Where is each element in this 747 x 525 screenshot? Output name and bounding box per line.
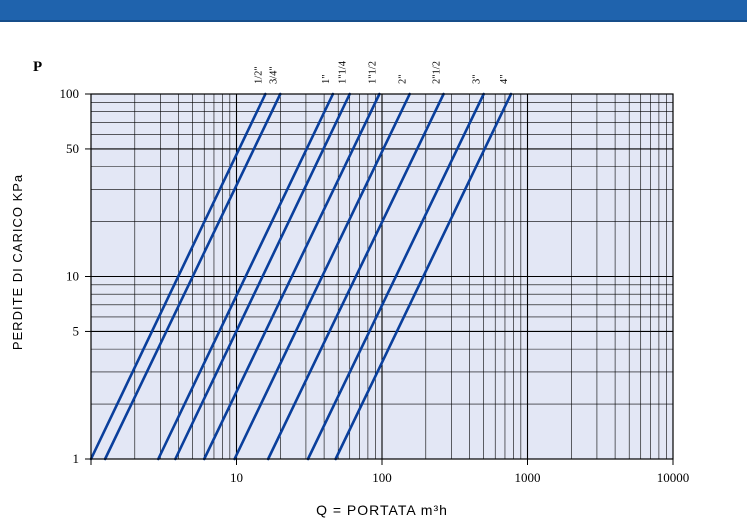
p-axis-label: P <box>33 59 42 75</box>
axis-ticks: 10 100 1000 10000 1 5 10 50 100 <box>60 86 690 485</box>
series-label: 2"1/2 <box>432 61 443 84</box>
x-tick-label: 10000 <box>657 470 690 485</box>
grid <box>91 94 673 459</box>
series-label: 1"1/4 <box>338 60 349 84</box>
y-tick-label: 50 <box>66 141 79 156</box>
y-tick-label: 1 <box>73 451 80 466</box>
series-line <box>156 92 335 461</box>
y-tick-label: 5 <box>73 323 80 338</box>
series-label: 3/4" <box>268 66 279 84</box>
y-tick-label: 100 <box>60 86 80 101</box>
series-lines <box>89 92 513 461</box>
x-axis-label: Q = PORTATA m³h <box>316 502 448 518</box>
series-line <box>89 92 267 461</box>
series-label: 3" <box>472 74 483 84</box>
series-label: 1" <box>321 74 332 84</box>
series-line <box>306 92 486 461</box>
series-line <box>103 92 282 461</box>
y-tick-label: 10 <box>66 269 79 284</box>
series-label: 1"1/2 <box>367 61 378 84</box>
series-line <box>174 92 352 461</box>
series-label: 4" <box>499 74 510 84</box>
series-line <box>233 92 411 461</box>
series-line <box>202 92 381 461</box>
series-label: 2" <box>398 74 409 84</box>
x-tick-label: 100 <box>372 470 392 485</box>
y-axis-label: PERDITE DI CARICO KPa <box>10 174 25 350</box>
x-tick-label: 1000 <box>515 470 541 485</box>
series-labels: 1/2" 3/4" 1" 1"1/4 1"1/2 2" 2"1/2 3" 4" <box>253 60 510 84</box>
series-line <box>266 92 445 461</box>
x-tick-label: 10 <box>230 470 243 485</box>
series-line <box>334 92 513 461</box>
series-label: 1/2" <box>253 66 264 84</box>
title-bar <box>0 0 747 22</box>
